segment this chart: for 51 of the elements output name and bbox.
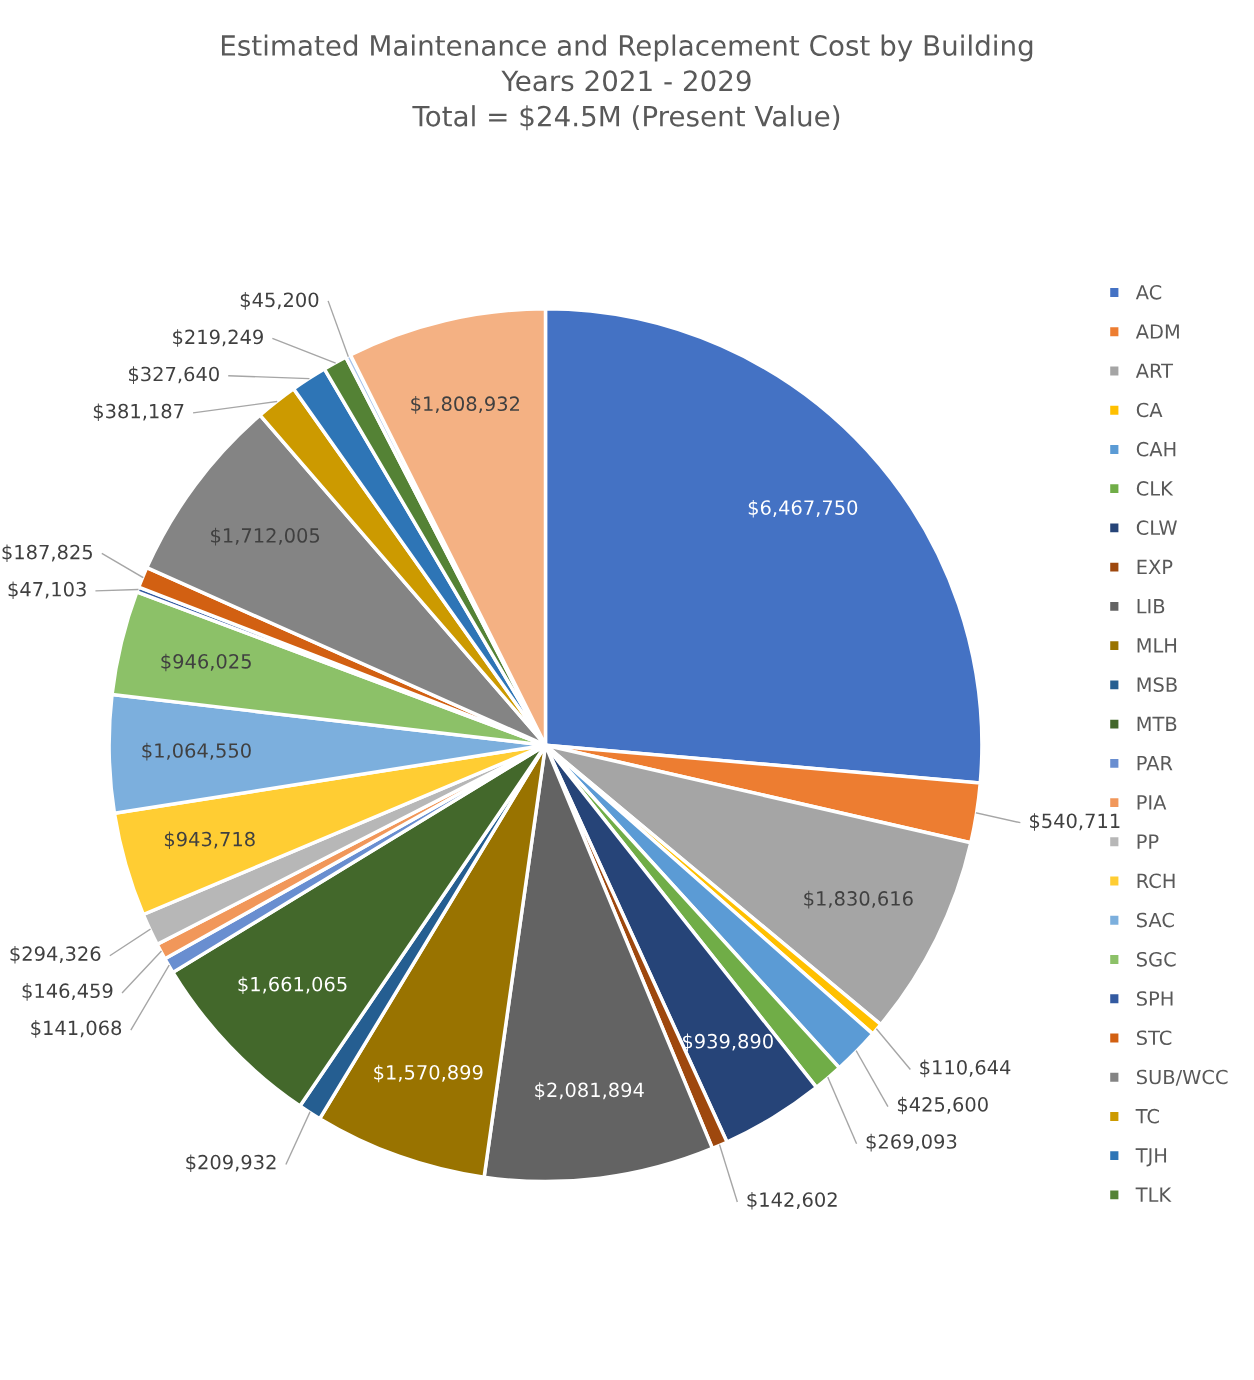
legend-label: EXP — [1137, 559, 1173, 575]
data-label: $540,711 — [1030, 813, 1120, 831]
legend-label: PP — [1137, 834, 1159, 849]
legend-label: TC — [1135, 1108, 1159, 1124]
data-label: $946,025 — [161, 653, 251, 672]
data-label: $1,808,932 — [411, 396, 519, 414]
data-label: $209,932 — [186, 1154, 276, 1173]
legend-label: LIB — [1137, 599, 1165, 614]
data-label: $47,103 — [8, 581, 86, 600]
legend-label: ADM — [1135, 324, 1179, 339]
data-label: $146,459 — [22, 983, 113, 1001]
data-label: $1,570,899 — [374, 1064, 483, 1083]
legend-label: CLW — [1136, 520, 1177, 536]
legend-label: CAH — [1136, 441, 1176, 457]
legend-label: CA — [1136, 402, 1163, 418]
legend-label: PIA — [1137, 795, 1167, 810]
data-label: $45,200 — [240, 292, 319, 310]
data-label: $6,467,750 — [748, 499, 858, 518]
legend-label: RCH — [1137, 873, 1175, 889]
legend-label: CLK — [1136, 481, 1174, 496]
data-label: $425,600 — [897, 1096, 988, 1115]
legend-label: MSB — [1137, 677, 1177, 692]
data-label: $327,640 — [129, 366, 219, 384]
legend-label: MTB — [1137, 716, 1177, 731]
data-label: $939,890 — [683, 1033, 773, 1052]
data-label: $2,081,894 — [535, 1082, 644, 1100]
legend-label: STC — [1136, 1030, 1172, 1046]
data-label: $1,712,005 — [211, 527, 320, 546]
data-label: $1,064,550 — [142, 742, 251, 761]
data-label: $142,602 — [747, 1191, 837, 1210]
legend-label: SPH — [1136, 991, 1173, 1006]
legend-label: TJH — [1135, 1148, 1167, 1167]
legend-label: PAR — [1137, 756, 1173, 771]
legend-label: AC — [1135, 284, 1162, 300]
data-label: $110,644 — [920, 1059, 1011, 1078]
data-label: $943,718 — [164, 831, 255, 850]
legend-label: SGC — [1136, 951, 1176, 967]
legend-label: TLK — [1135, 1187, 1172, 1202]
data-label: $1,661,065 — [238, 976, 347, 995]
legend-label: MLH — [1137, 638, 1177, 653]
data-label: $141,068 — [31, 1020, 122, 1038]
data-label: $219,249 — [173, 329, 263, 347]
data-label: $381,187 — [93, 403, 184, 422]
legend-label: SUB/WCC — [1136, 1069, 1228, 1086]
chart-title: Estimated Maintenance and Replacement Cost by Building Years 2021 - 2029 Total = $24.5M (Present Value) — [221, 34, 1033, 131]
data-label: $187,825 — [2, 544, 92, 563]
legend-label: ART — [1135, 363, 1174, 378]
data-label: $269,093 — [866, 1133, 957, 1152]
legend-label: SAC — [1136, 912, 1174, 928]
data-label: $1,830,616 — [804, 890, 913, 909]
data-label: $294,326 — [10, 945, 101, 964]
